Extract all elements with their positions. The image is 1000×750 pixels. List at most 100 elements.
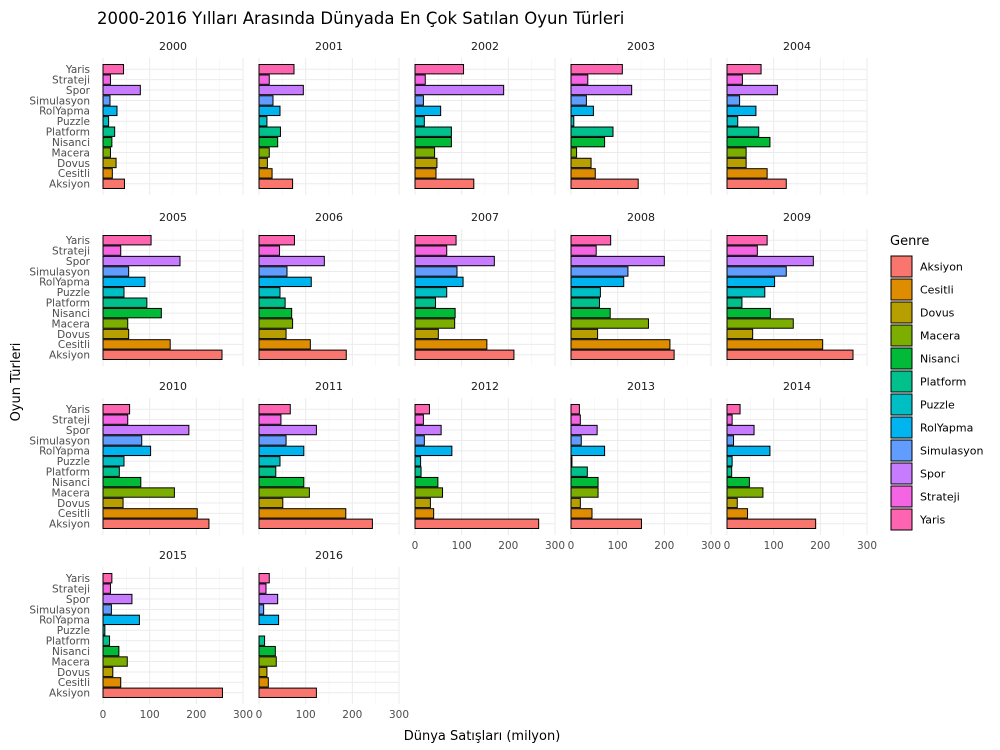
bar-macera [414, 318, 456, 329]
bar-macera [258, 318, 294, 329]
bar-puzzle [414, 456, 422, 467]
bar-spor [570, 255, 665, 267]
bar-puzzle [258, 116, 268, 127]
legend-item-puzzle: Puzzle [890, 393, 955, 416]
legend-label: RolYapma [920, 422, 973, 435]
bar-dovus [258, 666, 268, 678]
bar-puzzle [570, 456, 573, 467]
legend-item-macera: Macera [890, 324, 960, 347]
x-tick-label: 100 [296, 709, 316, 721]
bar-strateji [570, 414, 581, 425]
bar-puzzle [726, 456, 733, 467]
x-tick-label: 300 [857, 540, 877, 552]
bar-dovus [414, 328, 439, 340]
facet-label: 2005 [159, 211, 187, 224]
facet-label: 2003 [627, 40, 655, 53]
y-tick-label: Strateji [52, 74, 90, 86]
y-tick-label: Platform [46, 636, 90, 648]
bar-simulasyon [258, 435, 287, 446]
bar-simulasyon [726, 95, 741, 106]
bar-yaris [102, 235, 152, 246]
bar-simulasyon [102, 435, 143, 446]
legend-item-yaris: Yaris [890, 508, 946, 531]
bar-dovus [258, 497, 284, 509]
legend-item-spor: Spor [890, 462, 946, 485]
bar-platform [570, 126, 614, 137]
bar-puzzle [570, 287, 601, 298]
bar-platform [570, 297, 600, 308]
x-tick-label: 100 [140, 709, 160, 721]
bar-spor [258, 424, 317, 436]
bar-spor [414, 84, 505, 96]
bar-yaris [258, 404, 291, 415]
y-tick-label: Cesitli [58, 339, 90, 351]
bar-strateji [102, 414, 129, 425]
bar-cesitli [726, 508, 749, 519]
y-tick-label: Macera [52, 487, 90, 499]
x-tick-label: 300 [233, 709, 253, 721]
legend-swatch [890, 485, 913, 508]
bar-spor [570, 424, 598, 436]
facet-panel-2014: 2014 0 100 200 300 [724, 380, 877, 552]
bar-rolyapma [570, 276, 625, 288]
y-tick-label: RolYapma [39, 277, 90, 289]
y-tick-label: Aksiyon [49, 350, 90, 362]
x-tick-label: 200 [186, 709, 206, 721]
bar-nisanci [258, 476, 305, 488]
bar-platform [258, 466, 277, 477]
y-tick-label: Nisanci [52, 646, 90, 658]
y-tick-label: Macera [52, 318, 90, 330]
x-tick-label: 100 [452, 540, 472, 552]
bar-nisanci [258, 645, 276, 657]
legend-swatch [890, 439, 913, 462]
bar-spor [414, 255, 495, 267]
bar-macera [258, 656, 277, 667]
y-tick-label: Spor [66, 594, 91, 606]
bar-cesitli [570, 508, 593, 519]
facet-panel-2015: 2015 AksiyonCesitliDovusMaceraNisanciPlat… [29, 549, 253, 721]
bar-spor [258, 255, 325, 267]
bar-simulasyon [726, 266, 787, 277]
legend-label: Yaris [919, 514, 946, 527]
bar-aksiyon [726, 349, 854, 360]
bar-yaris [414, 235, 457, 246]
y-tick-label: Nisanci [52, 308, 90, 320]
facet-label: 2016 [315, 549, 343, 562]
bar-yaris [258, 64, 295, 75]
bar-cesitli [414, 339, 488, 350]
bar-platform [258, 635, 266, 646]
legend-swatch [890, 416, 913, 439]
bar-nisanci [414, 307, 456, 319]
legend-item-aksiyon: Aksiyon [890, 255, 963, 278]
bar-strateji [414, 245, 448, 256]
bar-dovus [726, 497, 738, 509]
bar-spor [258, 84, 304, 96]
x-tick-label: 300 [701, 540, 721, 552]
facet-label: 2009 [783, 211, 811, 224]
bar-aksiyon [570, 178, 639, 189]
bar-yaris [102, 64, 125, 75]
y-tick-label: Platform [46, 127, 90, 139]
bar-nisanci [414, 476, 439, 488]
bar-rolyapma [102, 105, 118, 117]
facet-panels: 2000AksiyonCesitliDovusMaceraNisanciPlat… [29, 40, 877, 721]
legend: Genre Aksiyon Cesitli Dovus Macera Nisanci Pl… [890, 234, 983, 531]
x-tick-label: 300 [389, 709, 409, 721]
y-tick-label: Aksiyon [49, 688, 90, 700]
facet-label: 2013 [627, 380, 655, 393]
x-tick-label: 100 [608, 540, 628, 552]
bar-dovus [102, 328, 130, 340]
bar-strateji [258, 74, 270, 85]
y-tick-label: Simulasyon [29, 435, 90, 447]
y-tick-label: Puzzle [57, 456, 90, 468]
bar-yaris [102, 404, 131, 415]
facet-panel-2004: 2004 [726, 40, 868, 195]
bar-nisanci [726, 307, 771, 319]
bar-simulasyon [258, 604, 265, 615]
legend-swatch [890, 255, 913, 278]
bar-cesitli [102, 508, 198, 519]
bar-nisanci [102, 136, 113, 148]
bar-macera [570, 318, 649, 329]
facet-label: 2002 [471, 40, 499, 53]
